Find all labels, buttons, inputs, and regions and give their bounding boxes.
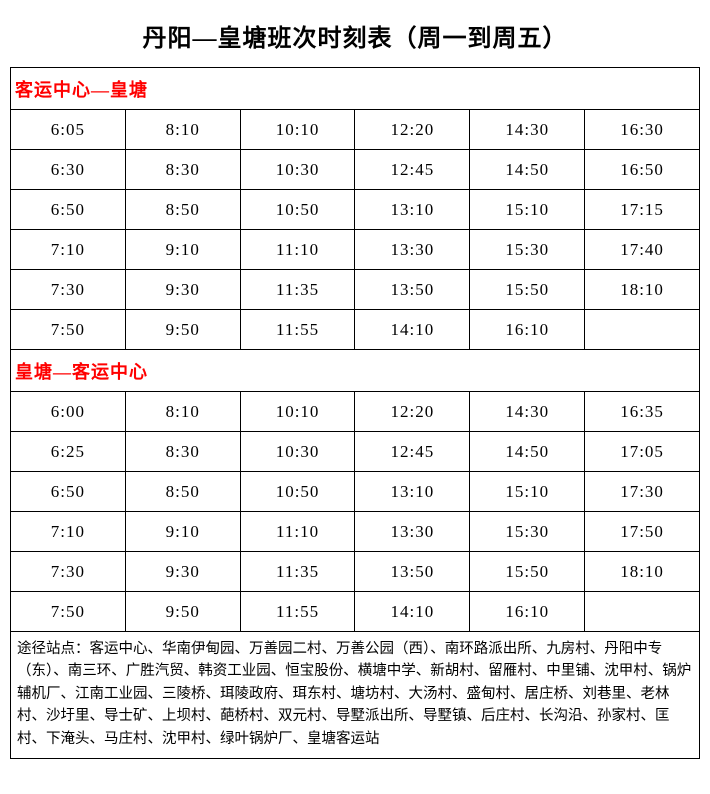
time-cell: 12:45 <box>355 432 470 472</box>
table-row: 6:058:1010:1012:2014:3016:30 <box>11 110 700 150</box>
time-cell: 9:50 <box>125 592 240 632</box>
timetable-container: 丹阳—皇塘班次时刻表（周一到周五） 客运中心—皇塘6:058:1010:1012… <box>0 0 710 767</box>
time-cell: 10:30 <box>240 150 355 190</box>
time-cell: 14:30 <box>470 392 585 432</box>
table-row: 6:008:1010:1012:2014:3016:35 <box>11 392 700 432</box>
time-cell: 10:10 <box>240 110 355 150</box>
time-cell: 8:50 <box>125 472 240 512</box>
table-row: 7:309:3011:3513:5015:5018:10 <box>11 552 700 592</box>
section1-header: 客运中心—皇塘 <box>11 68 700 110</box>
table-row: 6:508:5010:5013:1015:1017:30 <box>11 472 700 512</box>
time-cell: 15:30 <box>470 230 585 270</box>
time-cell: 16:10 <box>470 310 585 350</box>
time-cell: 14:30 <box>470 110 585 150</box>
time-cell: 7:10 <box>11 512 126 552</box>
time-cell <box>585 310 700 350</box>
time-cell: 6:00 <box>11 392 126 432</box>
time-cell: 8:30 <box>125 432 240 472</box>
time-cell: 7:30 <box>11 270 126 310</box>
time-cell: 6:25 <box>11 432 126 472</box>
table-row: 7:509:5011:5514:1016:10 <box>11 592 700 632</box>
time-cell: 6:05 <box>11 110 126 150</box>
time-cell: 17:50 <box>585 512 700 552</box>
time-cell: 11:35 <box>240 270 355 310</box>
time-cell: 9:30 <box>125 552 240 592</box>
time-cell: 7:30 <box>11 552 126 592</box>
time-cell: 11:35 <box>240 552 355 592</box>
table-row: 6:308:3010:3012:4514:5016:50 <box>11 150 700 190</box>
time-cell: 12:20 <box>355 392 470 432</box>
time-cell: 15:30 <box>470 512 585 552</box>
time-cell: 10:50 <box>240 190 355 230</box>
time-cell: 13:50 <box>355 552 470 592</box>
page-title: 丹阳—皇塘班次时刻表（周一到周五） <box>10 8 700 67</box>
table-row: 7:309:3011:3513:5015:5018:10 <box>11 270 700 310</box>
time-cell: 11:55 <box>240 310 355 350</box>
time-cell: 14:50 <box>470 150 585 190</box>
time-cell: 16:50 <box>585 150 700 190</box>
timetable-body: 客运中心—皇塘6:058:1010:1012:2014:3016:306:308… <box>11 68 700 759</box>
time-cell: 11:10 <box>240 230 355 270</box>
time-cell: 9:10 <box>125 230 240 270</box>
time-cell: 18:10 <box>585 552 700 592</box>
time-cell: 18:10 <box>585 270 700 310</box>
time-cell: 17:05 <box>585 432 700 472</box>
time-cell: 8:30 <box>125 150 240 190</box>
time-cell: 6:50 <box>11 190 126 230</box>
time-cell: 15:50 <box>470 552 585 592</box>
table-row: 7:109:1011:1013:3015:3017:50 <box>11 512 700 552</box>
time-cell: 8:10 <box>125 110 240 150</box>
time-cell: 17:30 <box>585 472 700 512</box>
time-cell: 9:50 <box>125 310 240 350</box>
section2-header: 皇塘—客运中心 <box>11 350 700 392</box>
time-cell: 16:10 <box>470 592 585 632</box>
time-cell: 14:10 <box>355 310 470 350</box>
time-cell: 13:10 <box>355 190 470 230</box>
time-cell: 15:50 <box>470 270 585 310</box>
time-cell: 12:20 <box>355 110 470 150</box>
time-cell: 17:40 <box>585 230 700 270</box>
time-cell: 10:10 <box>240 392 355 432</box>
time-cell: 12:45 <box>355 150 470 190</box>
time-cell: 7:10 <box>11 230 126 270</box>
time-cell: 6:30 <box>11 150 126 190</box>
time-cell: 9:30 <box>125 270 240 310</box>
time-cell: 16:30 <box>585 110 700 150</box>
time-cell: 8:10 <box>125 392 240 432</box>
time-cell: 14:50 <box>470 432 585 472</box>
time-cell: 10:30 <box>240 432 355 472</box>
table-row: 6:258:3010:3012:4514:5017:05 <box>11 432 700 472</box>
time-cell: 8:50 <box>125 190 240 230</box>
time-cell: 7:50 <box>11 592 126 632</box>
time-cell: 15:10 <box>470 472 585 512</box>
time-cell: 16:35 <box>585 392 700 432</box>
table-row: 7:509:5011:5514:1016:10 <box>11 310 700 350</box>
timetable: 客运中心—皇塘6:058:1010:1012:2014:3016:306:308… <box>10 67 700 759</box>
time-cell: 13:30 <box>355 512 470 552</box>
time-cell: 13:50 <box>355 270 470 310</box>
time-cell: 17:15 <box>585 190 700 230</box>
time-cell: 13:30 <box>355 230 470 270</box>
time-cell: 14:10 <box>355 592 470 632</box>
time-cell: 13:10 <box>355 472 470 512</box>
time-cell: 7:50 <box>11 310 126 350</box>
time-cell: 6:50 <box>11 472 126 512</box>
time-cell: 10:50 <box>240 472 355 512</box>
time-cell: 9:10 <box>125 512 240 552</box>
time-cell: 15:10 <box>470 190 585 230</box>
time-cell: 11:10 <box>240 512 355 552</box>
table-row: 6:508:5010:5013:1015:1017:15 <box>11 190 700 230</box>
time-cell: 11:55 <box>240 592 355 632</box>
time-cell <box>585 592 700 632</box>
table-row: 7:109:1011:1013:3015:3017:40 <box>11 230 700 270</box>
route-stops-footer: 途径站点：客运中心、华南伊甸园、万善园二村、万善公园（西）、南环路派出所、九房村… <box>11 632 700 759</box>
